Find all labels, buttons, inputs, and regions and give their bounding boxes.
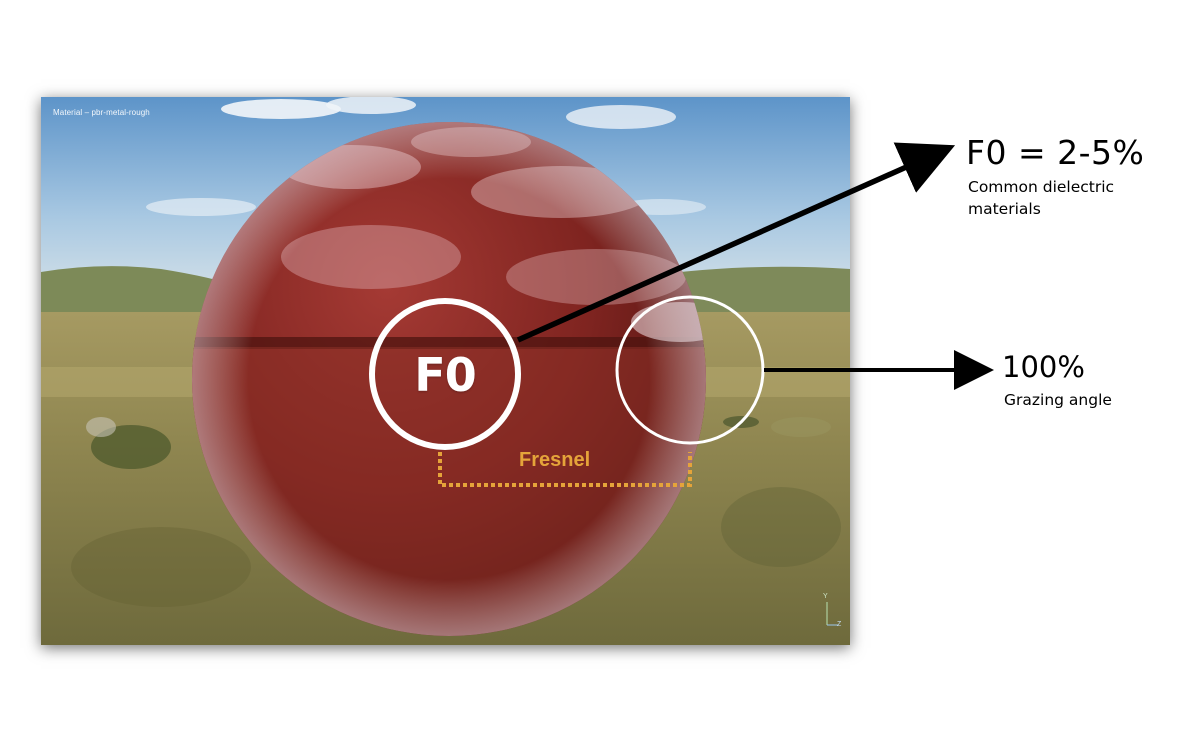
viewport-title: Material – pbr-metal-rough	[53, 108, 150, 117]
axis-y-label: Y	[823, 593, 828, 600]
fresnel-label: Fresnel	[519, 449, 591, 471]
axis-z-label: Z	[837, 621, 842, 628]
f0-marker-label: F0	[414, 348, 476, 402]
grazing-value-text: 100%	[1002, 350, 1085, 384]
grazing-description-text: Grazing angle	[1004, 391, 1112, 409]
f0-description-text: Common dielectric materials	[968, 178, 1115, 218]
f0-value-text: F0 = 2-5%	[966, 133, 1145, 172]
